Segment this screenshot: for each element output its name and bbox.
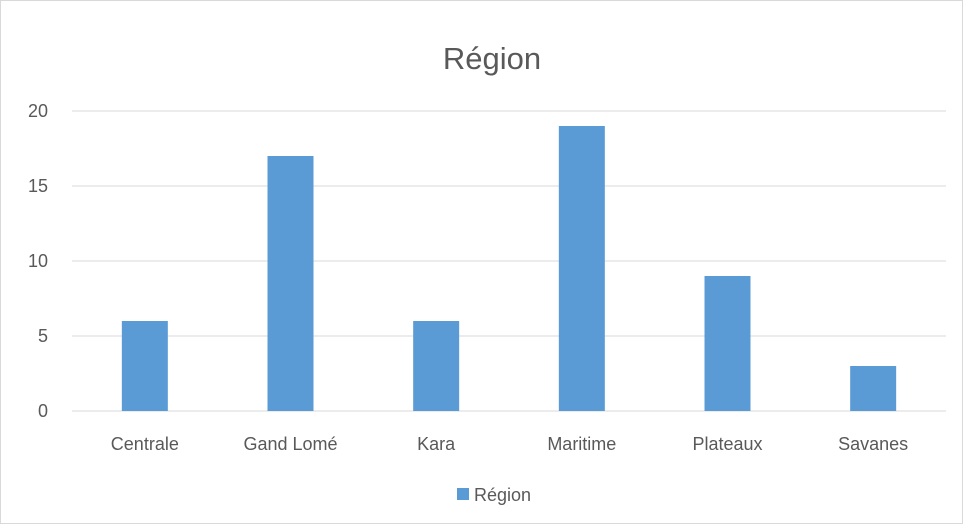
x-tick-label: Plateaux bbox=[692, 434, 762, 454]
legend-label: Région bbox=[474, 485, 531, 505]
y-tick-label: 15 bbox=[28, 176, 48, 196]
x-tick-label: Savanes bbox=[838, 434, 908, 454]
y-axis-ticks: 0 5 10 15 20 bbox=[28, 101, 48, 421]
legend-swatch bbox=[457, 488, 469, 500]
bar bbox=[850, 366, 897, 411]
bar bbox=[558, 126, 605, 411]
bars bbox=[121, 126, 897, 411]
y-tick-label: 0 bbox=[38, 401, 48, 421]
legend: Région bbox=[457, 485, 531, 505]
bar bbox=[704, 276, 751, 411]
x-tick-label: Gand Lomé bbox=[243, 434, 337, 454]
bar bbox=[121, 321, 168, 411]
bar bbox=[267, 156, 314, 411]
x-tick-label: Maritime bbox=[547, 434, 616, 454]
y-tick-label: 5 bbox=[38, 326, 48, 346]
y-tick-label: 20 bbox=[28, 101, 48, 121]
x-tick-label: Kara bbox=[417, 434, 456, 454]
bar bbox=[413, 321, 460, 411]
y-tick-label: 10 bbox=[28, 251, 48, 271]
chart-title: Région bbox=[443, 41, 541, 76]
x-tick-label: Centrale bbox=[111, 434, 179, 454]
gridlines bbox=[72, 110, 946, 412]
x-axis-ticks: Centrale Gand Lomé Kara Maritime Plateaux Sav… bbox=[111, 434, 908, 454]
